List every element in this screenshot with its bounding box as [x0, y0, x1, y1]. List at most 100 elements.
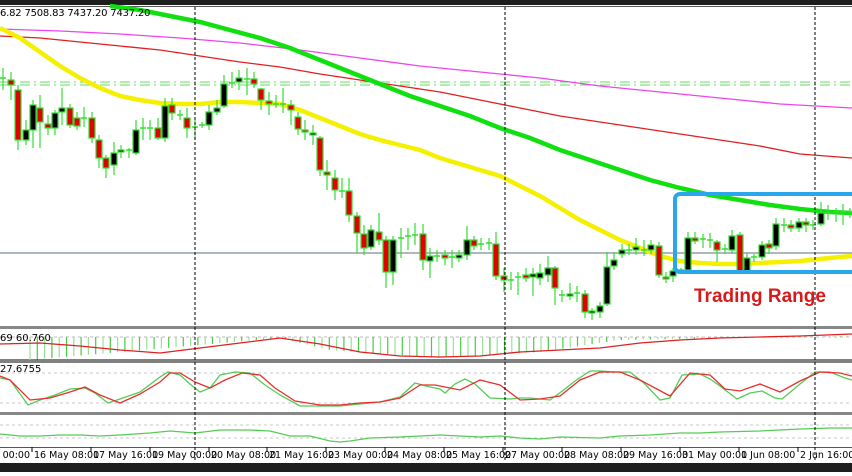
candle-bull: [536, 272, 544, 279]
candle-bear: [441, 254, 449, 259]
candle-bull: [389, 239, 397, 273]
time-axis-label: 20 May 08:00: [211, 450, 277, 461]
ma-green-line: [109, 3, 852, 216]
time-axis-label: 19 May 00:00: [152, 450, 218, 461]
time-axis-label: 1 Jun 08:00: [741, 450, 796, 461]
candle-bear: [470, 239, 478, 247]
candle-bull: [632, 246, 640, 251]
candle-bull: [795, 221, 803, 229]
candle-bear: [73, 117, 81, 127]
candle-bear: [7, 79, 15, 86]
stochastic-signal-line: [0, 371, 852, 406]
indicator-panel-1: [0, 333, 852, 360]
moving-averages: [0, 3, 852, 267]
candle-bull: [161, 105, 169, 139]
candle-bear: [14, 89, 22, 141]
candle-bear: [581, 293, 589, 313]
candle-bear: [500, 275, 508, 281]
candle-bull: [566, 293, 574, 297]
candle-bear: [787, 224, 795, 229]
candle-bull: [610, 259, 618, 267]
candle-bull: [603, 266, 611, 305]
time-axis-label: 31 May 00:00: [682, 450, 748, 461]
candle-bear: [44, 123, 52, 129]
candle-bear: [316, 137, 324, 171]
candle-bear: [265, 100, 273, 105]
candle-bear: [360, 233, 368, 249]
time-axis-label: 17 May 16:00: [93, 450, 159, 461]
candle-bull: [22, 129, 30, 141]
candle-bull: [29, 104, 37, 131]
candle-bear: [522, 274, 530, 279]
time-axis-label: 27 May 00:00: [505, 450, 571, 461]
period-separators: [194, 7, 816, 462]
candle-bull: [235, 77, 243, 83]
time-axis-label: 24 May 08:00: [387, 450, 453, 461]
candle-bear: [353, 215, 361, 234]
candle-bear: [736, 234, 744, 273]
candle-bull: [647, 244, 655, 251]
candle-bull: [51, 112, 59, 129]
candle-bear: [168, 104, 176, 114]
candle-bull: [544, 267, 552, 276]
ma-magenta-line: [0, 28, 852, 109]
panel3-line: [0, 427, 852, 443]
indicator-panel-2-stochastic: [0, 370, 852, 407]
candle-bear: [662, 276, 670, 280]
candle-bear: [88, 117, 96, 139]
candle-bear: [345, 190, 353, 216]
candle-bear: [95, 139, 103, 159]
indicator-1-value: 69 60.760: [0, 333, 51, 344]
trading-range-label: Trading Range: [694, 286, 826, 307]
candle-bull: [220, 83, 228, 107]
candle-bull: [596, 305, 604, 313]
candle-bear: [802, 221, 810, 226]
candle-bull: [309, 132, 317, 136]
time-axis-label: 23 May 00:00: [328, 450, 394, 461]
candle-bear: [102, 157, 110, 169]
candle-bull: [132, 129, 140, 154]
candle-bull: [463, 239, 471, 256]
candle-bear: [331, 177, 339, 191]
time-axis-label: 16 May 08:00: [34, 450, 100, 461]
candle-bear: [36, 107, 44, 123]
candle-bull: [529, 273, 537, 278]
time-axis-ticks: [31, 447, 799, 452]
candle-bull: [588, 310, 596, 314]
candle-bull: [817, 212, 825, 225]
ma-red-line: [0, 35, 852, 159]
separator-panel2-panel3: [0, 412, 852, 415]
separator-main-panel1: [0, 326, 852, 329]
candle-bear: [294, 116, 302, 130]
panel1-signal-line: [0, 333, 852, 358]
candle-bear: [301, 129, 309, 133]
candle-bull: [455, 254, 463, 259]
candle-bear: [154, 127, 162, 139]
indicator-panel-3: [0, 424, 852, 443]
candle-bear: [551, 267, 559, 289]
candle-bull: [758, 244, 766, 258]
time-axis-label: 21 May 16:00: [269, 450, 335, 461]
candle-bull: [58, 107, 66, 113]
candle-bull: [743, 257, 751, 273]
candle-bear: [419, 233, 427, 261]
time-axis-label: 2 Jun 16:00: [800, 450, 852, 461]
candle-bull: [669, 270, 677, 277]
candle-bear: [183, 117, 191, 129]
time-axis-label: 28 May 08:00: [564, 450, 630, 461]
candle-bull: [772, 223, 780, 247]
candle-bear: [375, 231, 383, 241]
time-axis-label: 25 May 16:00: [446, 450, 512, 461]
ohlc-readout: 6.82 7508.83 7437.20 7437.20: [0, 8, 151, 19]
trading-range-box: [673, 192, 852, 274]
time-axis-label: y 00:00: [0, 450, 31, 461]
candle-bull: [426, 255, 434, 262]
candle-bear: [287, 104, 295, 111]
candle-bull: [618, 249, 626, 255]
candle-bear: [250, 78, 258, 85]
candles: [0, 68, 852, 320]
candle-bull: [684, 237, 692, 271]
candle-bull: [205, 111, 213, 126]
